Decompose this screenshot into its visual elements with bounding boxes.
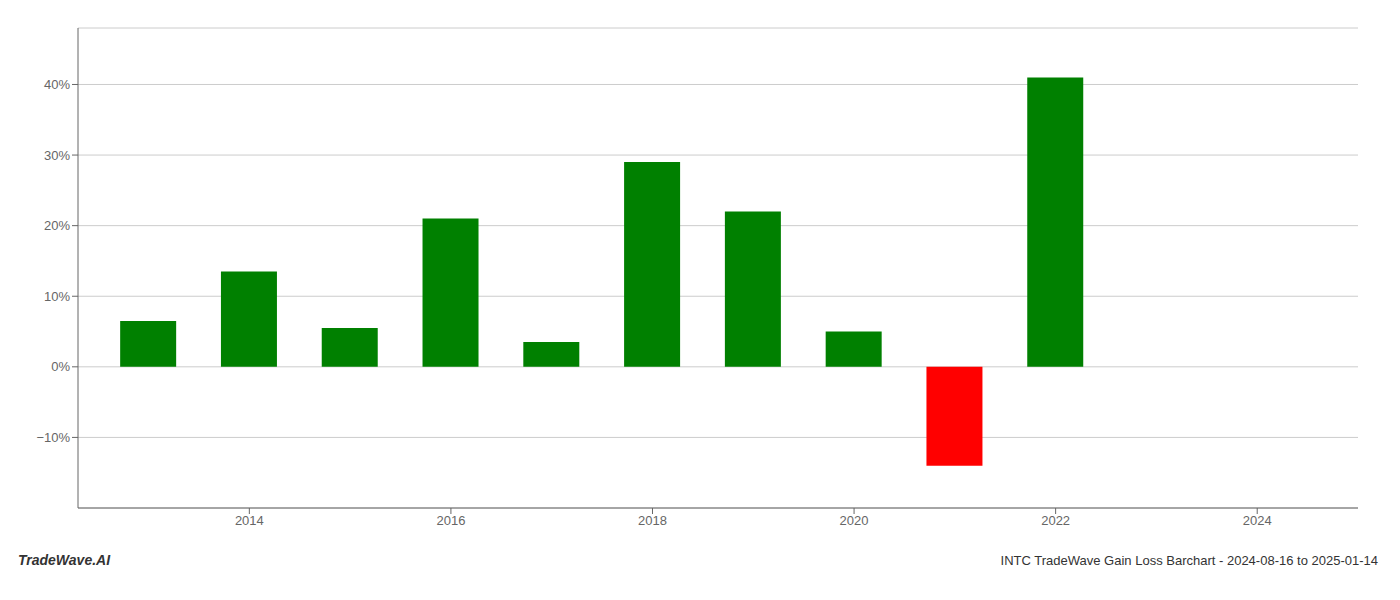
svg-text:0%: 0% [51,359,70,374]
svg-text:2024: 2024 [1243,513,1272,528]
svg-text:30%: 30% [44,148,70,163]
svg-text:10%: 10% [44,289,70,304]
svg-text:2016: 2016 [436,513,465,528]
html-text:TradeWave.AI: TradeWave.AI [18,552,111,568]
svg-text:2020: 2020 [840,513,869,528]
svg-text:40%: 40% [44,77,70,92]
svg-text:−10%: −10% [36,430,70,445]
html-text:INTC TradeWave Gain Loss Barch: INTC TradeWave Gain Loss Barchart - 2024… [1000,553,1378,568]
svg-text:20%: 20% [44,218,70,233]
svg-text:2022: 2022 [1041,513,1070,528]
svg-text:2014: 2014 [235,513,264,528]
svg-text:2018: 2018 [638,513,667,528]
